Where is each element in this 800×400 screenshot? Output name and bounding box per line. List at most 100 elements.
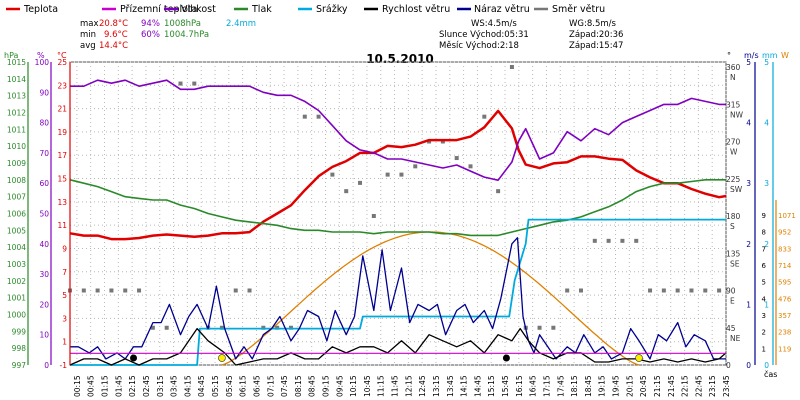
- sun-rise-marker: [218, 354, 226, 362]
- x-tick-label: 00:45: [87, 375, 96, 397]
- x-tick-label: 14:15: [460, 375, 469, 397]
- svg-text:Rychlost větru: Rychlost větru: [382, 4, 450, 15]
- legend-item-smer: Směr větru: [534, 4, 605, 15]
- dir-tick-label: 180: [726, 212, 741, 221]
- temp-tick-label: 17: [57, 151, 67, 160]
- pct-tick-label: 50: [39, 210, 49, 219]
- temp-tick-label: 5: [62, 291, 67, 300]
- dir-compass-label: E: [730, 297, 735, 306]
- pct-tick-label: 70: [39, 149, 49, 158]
- hpa-tick-label: 1000: [7, 311, 26, 320]
- wind-dir-mark: [440, 139, 445, 144]
- wind-dir-mark: [123, 288, 128, 293]
- mm-tick-label: 0: [764, 361, 769, 370]
- wind-dir-mark: [137, 288, 142, 293]
- hpa-tick-label: 1009: [7, 159, 26, 168]
- wm2-tick-label: 714: [778, 262, 792, 270]
- wind-dir-mark: [620, 238, 625, 243]
- sun-text: Slunce Východ:05:31: [439, 30, 529, 40]
- wind-dir-mark: [302, 114, 307, 119]
- axis-label-wm2: W: [781, 51, 789, 60]
- hpa-tick-label: 1010: [7, 142, 26, 151]
- axis-label-pct: %: [37, 51, 45, 60]
- x-tick-label: 03:45: [170, 375, 179, 397]
- pct-tick-label: 0: [44, 361, 49, 370]
- wind-dir-mark: [150, 325, 155, 330]
- beaufort-tick-label: 8: [762, 229, 766, 237]
- hpa-tick-label: 1005: [7, 226, 26, 235]
- stats-rain: 2.4mm: [226, 19, 256, 29]
- dir-compass-label: SE: [730, 259, 740, 268]
- wind-dir-mark: [330, 172, 335, 177]
- wind-dir-mark: [385, 172, 390, 177]
- temp-tick-label: 15: [57, 175, 67, 184]
- hpa-tick-label: 1013: [7, 92, 26, 101]
- wind-speed-text: WS:4.5m/s: [471, 19, 517, 29]
- pct-tick-label: 40: [39, 240, 49, 249]
- moon-set-text: Západ:15:47: [569, 41, 623, 51]
- ms-tick-label: 4: [746, 119, 751, 128]
- hpa-tick-label: 1003: [7, 260, 26, 269]
- svg-text:Tlak: Tlak: [251, 4, 272, 15]
- wind-dir-mark: [606, 238, 611, 243]
- chart-title: 10.5.2010: [366, 52, 434, 66]
- x-tick-label: 23:15: [708, 375, 717, 397]
- x-tick-label: 02:15: [128, 375, 137, 397]
- dir-compass-label: NE: [730, 334, 741, 343]
- x-tick-label: 07:15: [266, 375, 275, 397]
- axis-layer: 00:15 00:45 01:15 01:45 02:15 02:45 03:15 03:45…: [7, 58, 796, 397]
- x-tick-label: 17:45: [556, 375, 565, 397]
- moon-text: Měsíc Východ:2:18: [439, 41, 519, 51]
- wind-dir-mark: [81, 288, 86, 293]
- x-tick-label: 12:15: [404, 375, 413, 397]
- wind-dir-mark: [109, 288, 114, 293]
- x-tick-label: 22:45: [694, 375, 703, 397]
- wind-dir-mark: [344, 189, 349, 194]
- wind-dir-mark: [717, 288, 722, 293]
- x-tick-label: 11:15: [377, 375, 386, 397]
- beaufort-tick-label: 5: [762, 279, 766, 287]
- x-tick-label: 21:15: [653, 375, 662, 397]
- hpa-tick-label: 1002: [7, 277, 26, 286]
- stats-avg-label: avg: [80, 41, 96, 51]
- hpa-tick-label: 998: [12, 344, 27, 353]
- dir-tick-label: 315: [726, 100, 741, 109]
- mm-tick-label: 3: [764, 179, 769, 188]
- moon-rise-marker: [130, 354, 138, 362]
- temp-tick-label: 19: [57, 128, 67, 137]
- hpa-tick-label: 1014: [7, 75, 26, 84]
- svg-text:Směr větru: Směr větru: [552, 4, 605, 15]
- hpa-tick-label: 1001: [7, 294, 26, 303]
- temp-tick-label: 13: [57, 198, 67, 207]
- series-line-tlak: [69, 179, 726, 237]
- wind-dir-mark: [371, 214, 376, 218]
- svg-text:Vlhkost: Vlhkost: [181, 4, 216, 15]
- wm2-tick-label: 476: [778, 295, 792, 303]
- svg-text:Přízemní teplota: Přízemní teplota: [120, 4, 197, 15]
- axis-label-time: čas: [764, 369, 777, 379]
- x-tick-label: 16:15: [515, 375, 524, 397]
- beaufort-tick-label: 6: [762, 262, 767, 270]
- sun-set-marker: [635, 354, 643, 362]
- wm2-tick-label: 833: [778, 245, 791, 253]
- ms-tick-label: 0: [746, 361, 751, 370]
- stats-min-press: 1004.7hPa: [164, 30, 209, 40]
- ms-tick-label: 5: [746, 58, 751, 67]
- x-tick-label: 10:15: [349, 375, 358, 397]
- stats-block: max 20.8°C 94% 1008hPa 2.4mm min 9.6°C 6…: [80, 19, 256, 51]
- mm-tick-label: 1: [764, 300, 769, 309]
- series-line-teplota: [69, 109, 727, 241]
- axis-label-hpa: hPa: [4, 51, 19, 60]
- stats-max-label: max: [80, 19, 99, 29]
- pct-tick-label: 20: [39, 300, 49, 309]
- legend-item-naraz: Náraz větru: [457, 4, 530, 15]
- x-tick-label: 13:15: [432, 375, 441, 397]
- wind-dir-mark: [316, 114, 321, 119]
- sun-set-text: Západ:20:36: [569, 30, 623, 40]
- temp-tick-label: 23: [57, 81, 67, 90]
- wind-dir-mark: [413, 164, 418, 169]
- legend-item-tlak: Tlak: [234, 4, 272, 15]
- ms-tick-label: 3: [746, 179, 751, 188]
- dir-tick-label: 225: [726, 175, 741, 184]
- x-tick-label: 03:15: [156, 375, 165, 397]
